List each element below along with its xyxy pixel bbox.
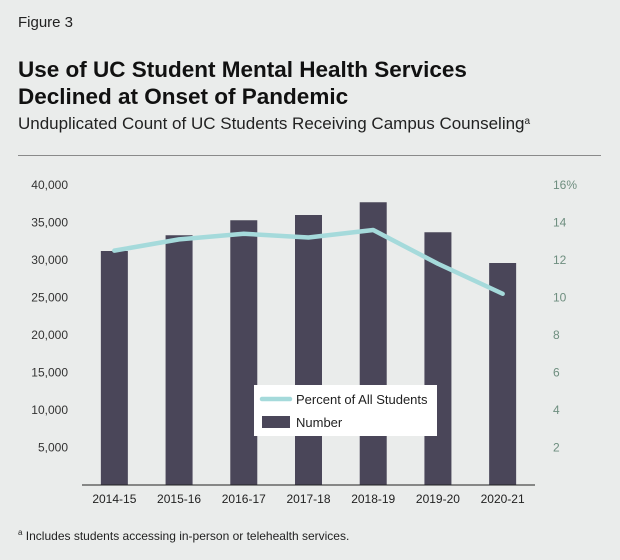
left-axis-tick-label: 40,000 <box>31 178 68 192</box>
bar <box>165 235 193 485</box>
x-axis-tick-label: 2015-16 <box>157 492 201 506</box>
right-axis-tick-label: 4 <box>553 403 560 417</box>
x-axis-tick-label: 2018-19 <box>351 492 395 506</box>
left-axis-tick-label: 25,000 <box>31 291 68 305</box>
legend-label-number: Number <box>296 415 343 430</box>
figure-label: Figure 3 <box>18 14 74 31</box>
chart-title: Use of UC Student Mental Health Services… <box>18 56 598 110</box>
right-axis-tick-label: 2 <box>553 441 560 455</box>
left-axis-tick-label: 5,000 <box>38 441 68 455</box>
footnote-marker: a <box>18 528 23 537</box>
right-axis-tick-label: 14 <box>553 216 567 230</box>
chart-title-line-1: Use of UC Student Mental Health Services <box>18 57 467 82</box>
x-axis-tick-label: 2016-17 <box>222 492 266 506</box>
chart-title-line-2: Declined at Onset of Pandemic <box>18 84 349 109</box>
left-axis-tick-label: 30,000 <box>31 253 68 267</box>
legend-label-percent: Percent of All Students <box>296 392 428 407</box>
footnote-text: Includes students accessing in-person or… <box>25 529 350 543</box>
footnote: a Includes students accessing in-person … <box>18 528 350 543</box>
right-axis-tick-label: 16% <box>553 178 577 192</box>
right-axis-tick-label: 12 <box>553 253 567 267</box>
right-axis-tick-label: 10 <box>553 291 567 305</box>
chart-subtitle-text: Unduplicated Count of UC Students Receiv… <box>18 114 525 133</box>
header-divider <box>18 155 601 156</box>
bar <box>359 202 387 485</box>
bar <box>100 251 128 485</box>
bar <box>424 232 452 485</box>
legend-bar-swatch <box>262 416 290 428</box>
right-axis-tick-label: 6 <box>553 366 560 380</box>
bar <box>295 215 322 485</box>
x-axis-tick-label: 2017-18 <box>286 492 330 506</box>
x-axis-tick-label: 2020-21 <box>481 492 525 506</box>
left-axis-tick-label: 10,000 <box>31 403 68 417</box>
subtitle-footnote-marker: a <box>524 116 531 127</box>
left-axis-tick-label: 35,000 <box>31 216 68 230</box>
right-axis-tick-label: 8 <box>553 328 560 342</box>
x-axis-tick-label: 2019-20 <box>416 492 460 506</box>
chart-subtitle: Unduplicated Count of UC Students Receiv… <box>18 114 618 134</box>
bar <box>230 220 258 485</box>
left-axis-tick-label: 20,000 <box>31 328 68 342</box>
bar <box>489 263 517 485</box>
x-axis-tick-label: 2014-15 <box>92 492 136 506</box>
left-axis-tick-label: 15,000 <box>31 366 68 380</box>
